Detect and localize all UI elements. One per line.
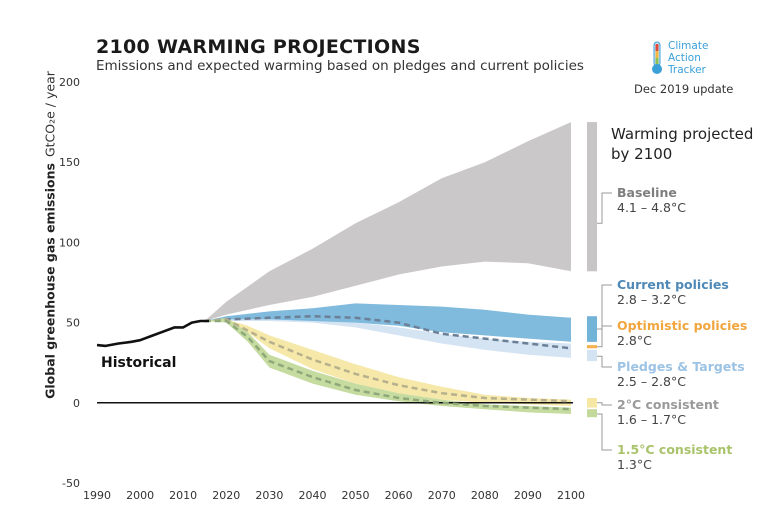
legend-one_five_c: 1.5°C consistent 1.3°C — [617, 442, 732, 472]
x-tick-label: 2050 — [342, 489, 370, 502]
legend-name: Optimistic policies — [617, 318, 748, 333]
chart-subtitle: Emissions and expected warming based on … — [96, 58, 584, 74]
brand-logo: Climate Action Tracker — [648, 38, 748, 78]
bar-2100-current — [587, 316, 597, 342]
x-tick-label: 2080 — [471, 489, 499, 502]
line-current_median — [204, 314, 572, 350]
legend-two_c: 2°C consistent 1.6 – 1.7°C — [617, 397, 719, 427]
connector-one_five_c — [597, 413, 612, 451]
legend-name: 2°C consistent — [617, 397, 719, 412]
brand-name: Climate Action Tracker — [668, 40, 709, 76]
connector-two_c — [597, 402, 612, 406]
y-tick-label: 100 — [59, 236, 80, 249]
update-date: Dec 2019 update — [634, 82, 734, 96]
legend-current: Current policies 2.8 – 3.2°C — [617, 277, 729, 307]
x-tick-label: 2000 — [126, 489, 154, 502]
y-tick-label: 50 — [66, 317, 80, 330]
legend-range: 1.6 – 1.7°C — [617, 412, 686, 427]
connector-pledges — [597, 355, 612, 368]
x-tick-label: 2060 — [385, 489, 413, 502]
x-tick-label: 2020 — [212, 489, 240, 502]
legend-name: 1.5°C consistent — [617, 442, 733, 457]
x-tick-label: 2100 — [557, 489, 585, 502]
legend-range: 2.8 – 3.2°C — [617, 292, 686, 307]
x-tick-label: 2070 — [428, 489, 456, 502]
connector-baseline — [597, 192, 612, 224]
connector-current — [597, 284, 612, 330]
x-tick-label: 2090 — [514, 489, 542, 502]
legend-name: Current policies — [617, 277, 729, 292]
bar-2100-one_five_c — [587, 409, 597, 418]
legend-range: 1.3°C — [617, 457, 652, 472]
bar-2100-two_c — [587, 398, 597, 408]
y-axis-label: Global greenhouse gas emissionsGtCO₂e / … — [42, 71, 58, 399]
x-tick-label: 2040 — [298, 489, 326, 502]
connector-optimistic — [597, 325, 612, 348]
legend-range: 2.5 – 2.8°C — [617, 374, 686, 389]
x-tick-label: 2010 — [169, 489, 197, 502]
line-two_c_median — [204, 318, 572, 403]
legend-name: Pledges & Targets — [617, 359, 745, 374]
legend-optimistic: Optimistic policies 2.8°C — [617, 318, 747, 348]
legend-range: 4.1 – 4.8°C — [617, 200, 686, 215]
chart-title: 2100 WARMING PROJECTIONS — [96, 36, 421, 58]
warming-projected-title: Warming projected by 2100 — [611, 125, 754, 163]
band-baseline — [204, 122, 571, 321]
x-tick-label: 1990 — [83, 489, 111, 502]
bar-2100-optimistic — [587, 345, 597, 349]
legend-pledges: Pledges & Targets 2.5 – 2.8°C — [617, 359, 745, 389]
bar-2100-baseline — [587, 122, 597, 272]
thermometer-icon — [652, 41, 662, 74]
x-tick-label: 2030 — [255, 489, 283, 502]
line-one_five_c_median — [204, 319, 572, 411]
legend-range: 2.8°C — [617, 333, 652, 348]
band-pledges — [204, 317, 571, 358]
y-tick-label: 150 — [59, 156, 80, 169]
historical-label: Historical — [101, 355, 177, 371]
y-tick-label: -50 — [62, 477, 80, 490]
line-historical — [96, 319, 209, 348]
legend-name: Baseline — [617, 185, 677, 200]
y-tick-label: 0 — [73, 397, 80, 410]
bar-2100-pledges — [587, 349, 597, 362]
y-tick-label: 200 — [59, 76, 80, 89]
legend-baseline: Baseline 4.1 – 4.8°C — [617, 185, 686, 215]
